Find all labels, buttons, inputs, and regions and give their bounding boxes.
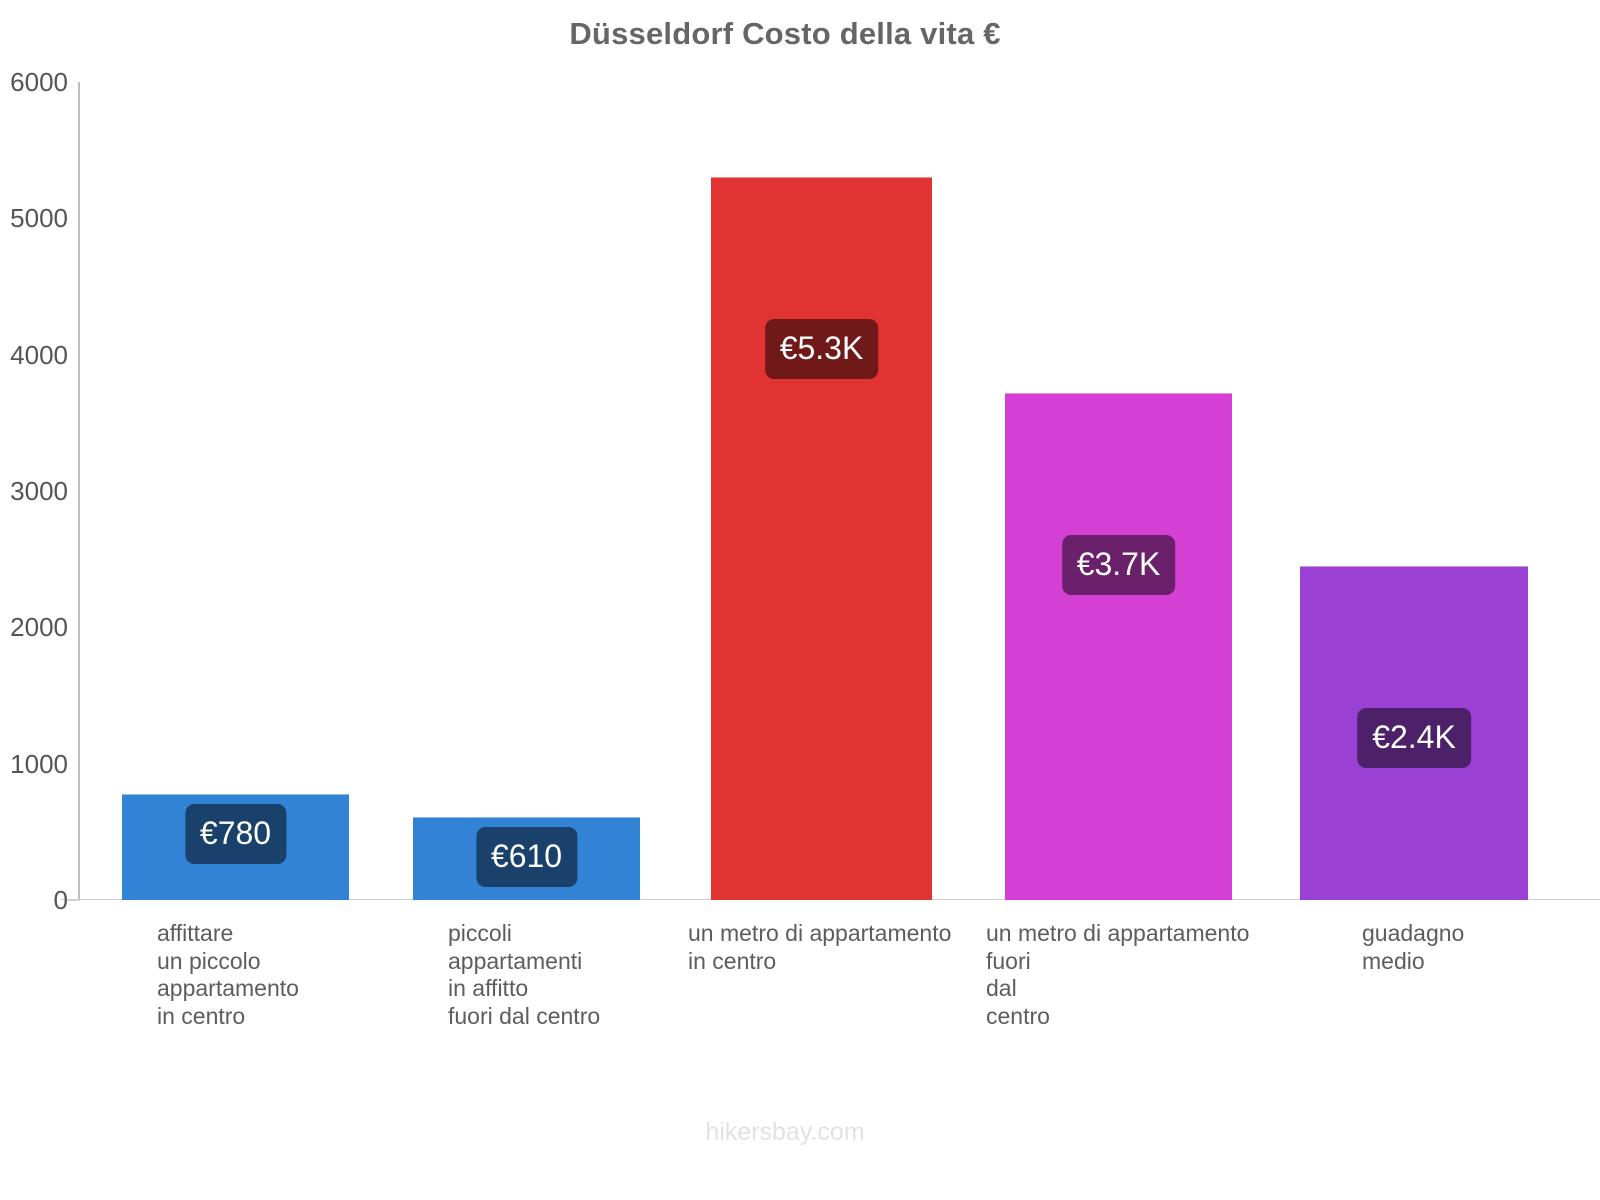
- y-axis-tick-label: 1000: [10, 748, 68, 779]
- bar[interactable]: [1005, 392, 1232, 900]
- bar[interactable]: [711, 177, 932, 900]
- bar-top-edge: [1005, 392, 1232, 394]
- x-axis-category-label: guadagno medio: [1362, 920, 1465, 974]
- y-axis-tick-label: 6000: [10, 67, 68, 97]
- y-axis-tick-label: 4000: [10, 339, 68, 370]
- bar-value-badge: €2.4K: [1357, 707, 1471, 768]
- bar-top-edge: [711, 177, 932, 179]
- bar-top-edge: [122, 793, 349, 795]
- y-axis-tick-label: 5000: [10, 203, 68, 234]
- bar-value-badge: €610: [475, 826, 578, 887]
- x-axis-category-label: un metro di appartamento in centro: [688, 920, 952, 974]
- bar-value-badge: €3.7K: [1061, 534, 1176, 595]
- chart-title: Düsseldorf Costo della vita €: [569, 16, 1001, 51]
- bar-top-edge: [1300, 565, 1528, 567]
- y-axis-tick-mark: [68, 900, 80, 901]
- x-axis-category-label: piccoli appartamenti in affitto fuori da…: [448, 920, 601, 1029]
- bar-top-edge: [413, 816, 640, 818]
- y-axis-tick-label: 2000: [10, 612, 68, 643]
- y-axis-tick-label: 3000: [10, 476, 68, 506]
- y-axis-tick-label: 0: [53, 885, 68, 915]
- watermark-label: hikersbay.com: [705, 1118, 865, 1146]
- plot-area: [78, 82, 1538, 900]
- x-axis-category-label: affittare un piccolo appartamento in cen…: [157, 920, 299, 1029]
- bar-value-badge: €5.3K: [764, 319, 879, 380]
- bar-value-badge: €780: [184, 803, 287, 864]
- x-axis-category-label: un metro di appartamento fuori dal centr…: [986, 920, 1250, 1029]
- y-axis-line: [78, 82, 80, 900]
- y-axis-tick-labels: 0 1000 2000 3000 4000 5000 6000: [0, 0, 80, 1200]
